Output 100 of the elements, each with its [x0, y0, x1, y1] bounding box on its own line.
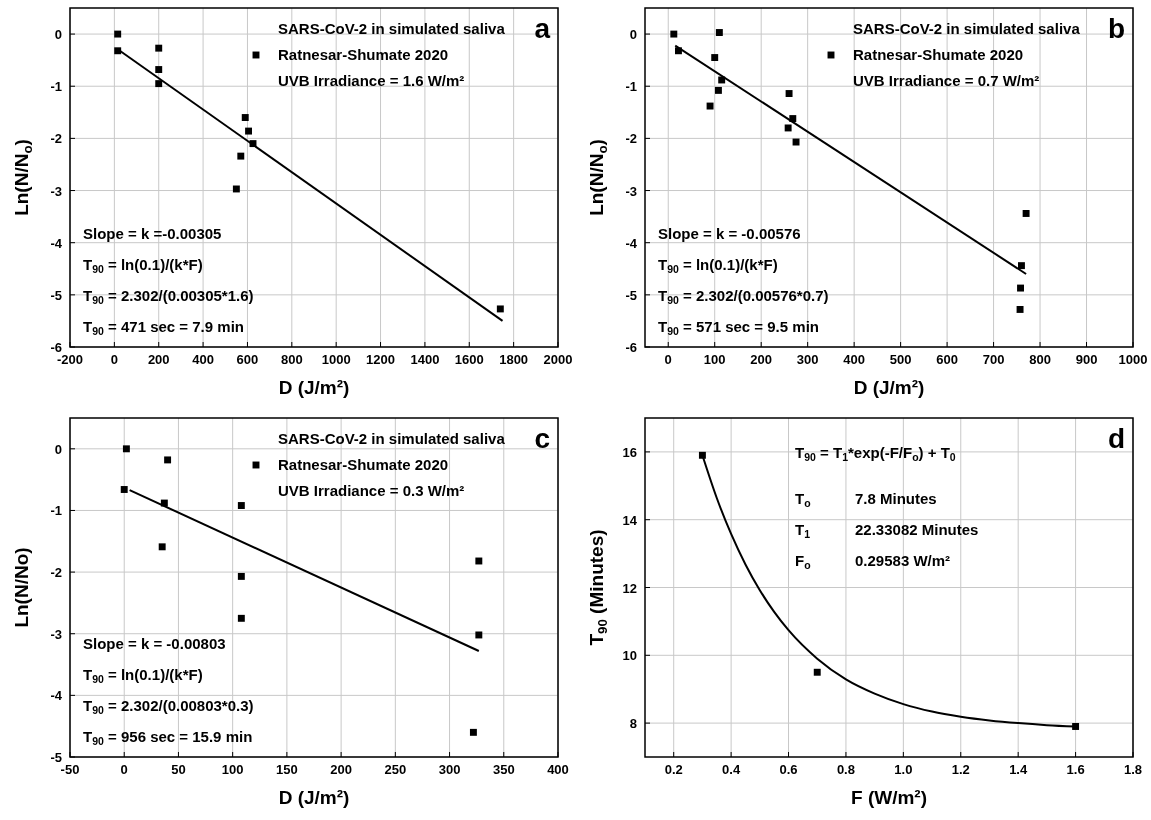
- y-tick-label: 14: [622, 512, 638, 528]
- y-tick-label: -3: [50, 183, 62, 199]
- x-tick-label: 1.8: [1123, 762, 1143, 777]
- x-tick-label: 900: [1075, 352, 1098, 367]
- x-tick-label: 700: [982, 352, 1005, 367]
- x-tick-label: 200: [330, 762, 352, 777]
- y-axis-title: Ln(N/No): [11, 547, 32, 628]
- point: [784, 124, 792, 132]
- y-tick-label: -2: [50, 131, 62, 147]
- point: [1017, 284, 1024, 292]
- x-tick-label: 0.4: [722, 762, 741, 777]
- x-tick-label: 150: [276, 762, 298, 777]
- y-tick-label: -1: [50, 503, 62, 519]
- x-tick-label: 500: [889, 352, 912, 367]
- y-tick-label: -6: [50, 340, 62, 355]
- x-tick-label: 1.6: [1066, 762, 1085, 777]
- x-tick-label: 600: [936, 352, 958, 367]
- x-tick-label: 1400: [410, 352, 440, 367]
- point: [670, 30, 678, 38]
- y-tick-label: -1: [50, 79, 62, 95]
- x-tick-label: 1800: [499, 352, 529, 367]
- x-tick-label: 0.6: [779, 762, 798, 777]
- x-tick-label: 800: [1029, 352, 1051, 367]
- point: [714, 86, 722, 94]
- annotation: T$_{90}$ = ln(0.1)/(k*F): [658, 256, 778, 276]
- point: [706, 102, 714, 110]
- point: [813, 668, 821, 676]
- x-axis-title: D (J/m²): [853, 377, 925, 398]
- chart-title: b: [1107, 13, 1125, 44]
- point: [1022, 210, 1030, 217]
- x-tick-label: 0.2: [664, 762, 683, 777]
- point: [711, 54, 719, 62]
- x-tick-label: 350: [492, 762, 515, 777]
- chart-title: d: [1107, 423, 1125, 454]
- annotation: T$_{90}$ = 2.302/(0.00305*1.6): [83, 287, 254, 307]
- x-axis-title: D (J/m²): [278, 787, 350, 808]
- y-tick-label: -5: [50, 287, 62, 303]
- point: [475, 631, 483, 639]
- legend-label: Ratnesar-Shumate 2020: [853, 46, 1024, 63]
- y-tick-label: -4: [50, 688, 63, 704]
- x-tick-label: 800: [280, 352, 303, 367]
- x-tick-label: 400: [843, 352, 865, 367]
- x-tick-label: 1600: [454, 352, 484, 367]
- point: [1016, 305, 1024, 313]
- x-tick-label: 2000: [543, 352, 573, 367]
- x-tick-label: 300: [438, 762, 461, 777]
- point: [469, 728, 477, 736]
- annotation: UVB Irradiance = 1.6 W/m²: [278, 72, 465, 89]
- point: [120, 486, 128, 493]
- x-tick-label: 200: [750, 352, 773, 367]
- annotation: Slope = k = -0.00576: [658, 225, 801, 242]
- y-tick-label: 10: [622, 648, 637, 664]
- text: T$_{1}$ 22.33082 Minutes: [795, 521, 979, 541]
- point: [155, 80, 163, 88]
- annotation: T$_{90}$ = 2.302/(0.00576*0.7): [658, 287, 829, 307]
- point: [122, 445, 130, 453]
- x-tick-label: 600: [236, 352, 259, 367]
- x-axis-title: D (J/m²): [278, 377, 350, 398]
- point: [237, 152, 245, 160]
- point: [785, 90, 793, 97]
- y-tick-label: -2: [50, 565, 62, 581]
- legend-title: SARS-CoV-2 in simulated saliva: [278, 20, 506, 37]
- text: T$_{o}$ 7.8 Minutes: [795, 490, 937, 510]
- x-tick-label: 1000: [1118, 352, 1148, 367]
- point: [237, 614, 245, 622]
- point: [496, 305, 504, 313]
- legend-label: Ratnesar-Shumate 2020: [278, 46, 449, 63]
- y-tick-label: 0: [54, 441, 62, 457]
- legend-label: Ratnesar-Shumate 2020: [278, 456, 449, 473]
- x-tick-label: 250: [384, 762, 407, 777]
- text: F$_{o}$ 0.29583 W/m²: [795, 552, 951, 572]
- chart-title: a: [534, 13, 551, 44]
- x-tick-label: -200: [56, 352, 84, 367]
- point: [114, 30, 122, 38]
- y-tick-label: 12: [622, 580, 637, 596]
- x-tick-label: 0: [110, 352, 118, 367]
- x-tick-label: 1.4: [1009, 762, 1028, 777]
- x-tick-label: 100: [703, 352, 726, 367]
- annotation: T$_{90}$ = 2.302/(0.00803*0.3): [83, 697, 254, 717]
- point: [241, 114, 249, 121]
- y-tick-label: 0: [629, 27, 637, 43]
- point: [237, 572, 245, 580]
- y-tick-label: -3: [50, 626, 62, 642]
- x-tick-label: 200: [147, 352, 170, 367]
- x-tick-label: -50: [60, 762, 80, 777]
- x-tick-label: 1.0: [894, 762, 913, 777]
- y-tick-label: -4: [50, 235, 63, 251]
- x-tick-label: 0.8: [836, 762, 855, 777]
- point: [158, 543, 166, 551]
- y-tick-label: -1: [625, 79, 637, 95]
- y-tick-label: -2: [625, 131, 637, 147]
- x-tick-label: 100: [221, 762, 244, 777]
- x-tick-label: 400: [547, 762, 569, 777]
- y-tick-label: -4: [625, 235, 638, 251]
- annotation: Slope = k = -0.00803: [83, 635, 226, 652]
- x-tick-label: 50: [171, 762, 186, 777]
- point: [164, 456, 172, 464]
- chart-title: c: [534, 423, 550, 454]
- annotation: T$_{90}$ = 956 sec = 15.9 min: [83, 728, 253, 748]
- x-tick-label: 1.2: [951, 762, 970, 777]
